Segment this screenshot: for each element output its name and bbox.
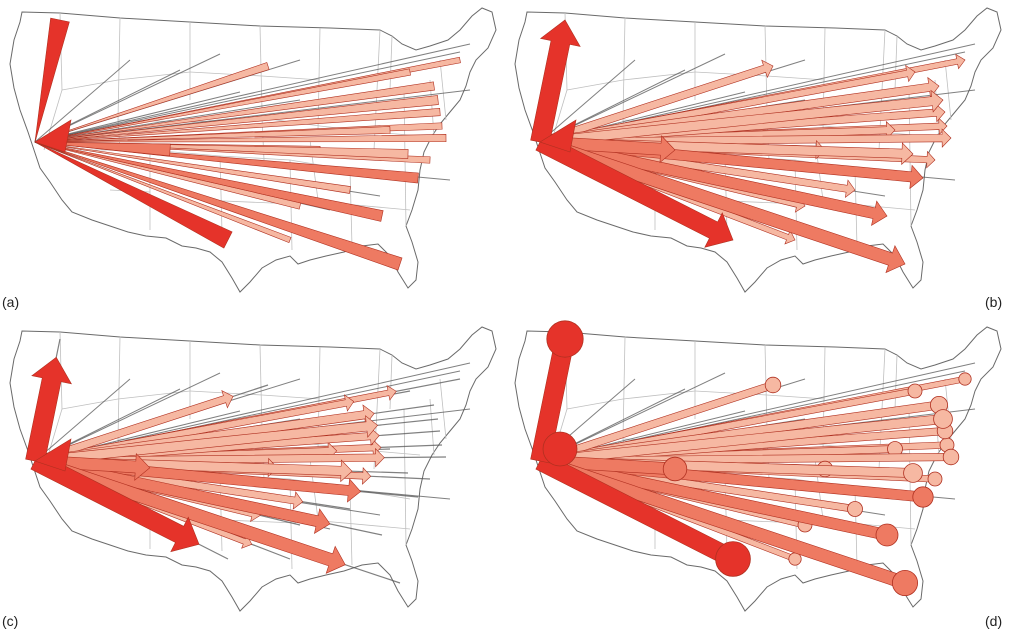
flow-arrow	[25, 356, 72, 464]
state-border	[389, 354, 393, 410]
flow-line	[34, 91, 241, 143]
flow-arrow	[34, 107, 441, 143]
flow-circle	[891, 569, 918, 596]
state-border	[439, 59, 447, 121]
flow-circle	[847, 501, 863, 517]
panel-label-d: (d)	[985, 613, 1003, 629]
state-border	[894, 354, 898, 410]
flow-circle	[942, 448, 960, 466]
state-border	[349, 488, 353, 566]
flow-arrow	[34, 141, 171, 157]
state-border	[61, 79, 119, 91]
flow-map-d	[514, 320, 1002, 612]
flow-arrow	[34, 141, 351, 194]
flow-arrow	[34, 141, 403, 271]
panel-label-b: (b)	[985, 294, 1003, 310]
state-border	[429, 398, 435, 456]
flow-arrow	[539, 89, 944, 147]
flow-line	[539, 59, 636, 143]
state-border	[622, 390, 696, 400]
flow-arrow	[34, 68, 411, 143]
panel-a: (a)	[0, 0, 504, 318]
origin-flare	[539, 119, 577, 153]
flow-circle	[875, 523, 899, 547]
flow-arrow	[34, 141, 419, 184]
state-border	[766, 394, 826, 400]
flow-arrow	[34, 81, 435, 143]
state-border	[944, 59, 952, 121]
flow-arrow	[34, 415, 378, 466]
flow-circle	[912, 486, 934, 508]
flow-layer	[25, 338, 471, 584]
country-outline	[514, 7, 1002, 293]
panel-label-c: (c)	[2, 613, 19, 629]
flow-arrow	[537, 135, 906, 274]
flow-circle	[546, 320, 584, 358]
panel-d: (d)	[505, 319, 1009, 637]
state-border	[289, 478, 293, 570]
panel-label-a: (a)	[2, 294, 20, 310]
state-border	[566, 79, 624, 91]
state-border	[622, 71, 696, 81]
flow-line	[34, 99, 301, 143]
state-border	[766, 75, 826, 81]
flow-line	[34, 378, 131, 462]
flow-map-c	[9, 326, 497, 612]
state-border	[894, 35, 898, 91]
flow-line	[34, 59, 131, 143]
state-border	[566, 398, 624, 410]
flow-circle	[662, 456, 688, 482]
flow-arrow	[530, 19, 581, 145]
flow-map-a	[9, 7, 497, 293]
flow-arrow	[34, 141, 292, 244]
state-border	[261, 75, 321, 81]
flow-map-b	[514, 7, 1002, 293]
flow-circle	[927, 471, 943, 487]
state-border	[403, 408, 407, 546]
state-border	[117, 71, 191, 81]
flow-arrow	[535, 133, 734, 248]
flow-circle	[907, 383, 923, 399]
flow-arrow	[34, 141, 384, 222]
flow-arrow	[34, 95, 439, 143]
origin-circle	[542, 431, 578, 467]
flow-layer	[530, 19, 976, 274]
flow-arrow	[32, 454, 346, 574]
state-border	[389, 35, 393, 91]
flow-arrow	[34, 141, 233, 249]
flow-arrow	[538, 59, 774, 146]
state-border	[219, 155, 223, 233]
panel-c: (c)	[0, 319, 504, 637]
flow-circle	[958, 372, 972, 386]
state-border	[117, 390, 191, 400]
country-outline	[9, 7, 497, 293]
state-border	[61, 398, 119, 410]
panel-b: (b)	[505, 0, 1009, 318]
flow-circle	[933, 409, 953, 429]
state-border	[439, 378, 447, 440]
state-border	[261, 394, 321, 400]
flow-circle	[715, 541, 751, 577]
state-border	[219, 155, 291, 161]
flow-arrow	[34, 133, 447, 143]
state-border	[373, 450, 421, 456]
flow-line	[34, 51, 461, 143]
flow-circle	[903, 463, 923, 483]
flow-arrow	[34, 17, 70, 143]
origin-flare	[34, 438, 72, 472]
flow-layer	[34, 17, 471, 271]
flow-circle	[764, 376, 782, 394]
flow-line	[34, 43, 471, 143]
flow-arrow	[34, 62, 270, 143]
flow-arrow	[34, 126, 391, 143]
country-outline	[9, 326, 497, 612]
flow-layer	[530, 320, 976, 596]
origin-flare	[34, 119, 72, 153]
